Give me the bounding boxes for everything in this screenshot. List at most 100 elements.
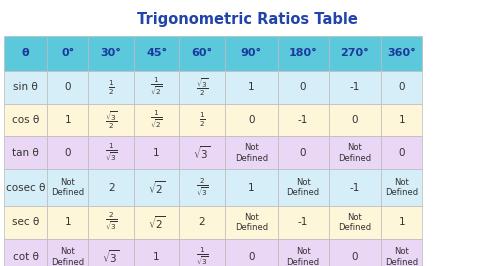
Text: Not
Defined: Not Defined bbox=[338, 213, 371, 232]
Text: 0: 0 bbox=[399, 148, 405, 158]
Bar bbox=[88, 169, 134, 206]
Bar bbox=[4, 36, 47, 71]
Text: Not
Defined: Not Defined bbox=[287, 178, 320, 197]
Text: 270°: 270° bbox=[340, 48, 370, 59]
Text: 1: 1 bbox=[399, 217, 405, 227]
Text: -1: -1 bbox=[298, 115, 308, 125]
Text: 1: 1 bbox=[248, 182, 254, 193]
Text: $\frac{2}{\sqrt{3}}$: $\frac{2}{\sqrt{3}}$ bbox=[105, 211, 118, 233]
Bar bbox=[381, 136, 422, 169]
Bar bbox=[278, 169, 329, 206]
Bar bbox=[4, 239, 47, 266]
Text: Not
Defined: Not Defined bbox=[235, 213, 268, 232]
Text: 1: 1 bbox=[153, 252, 160, 262]
Bar bbox=[278, 104, 329, 136]
Bar bbox=[225, 36, 278, 71]
Bar bbox=[225, 104, 278, 136]
Text: sec θ: sec θ bbox=[12, 217, 40, 227]
Text: $\sqrt{3}$: $\sqrt{3}$ bbox=[102, 249, 120, 265]
Text: $\sqrt{2}$: $\sqrt{2}$ bbox=[148, 179, 165, 196]
Bar bbox=[278, 136, 329, 169]
Text: -1: -1 bbox=[298, 217, 308, 227]
Text: $\frac{2}{\sqrt{3}}$: $\frac{2}{\sqrt{3}}$ bbox=[196, 176, 208, 199]
Text: 0: 0 bbox=[300, 82, 306, 92]
Bar bbox=[88, 104, 134, 136]
Text: Not
Defined: Not Defined bbox=[51, 247, 84, 266]
Bar bbox=[225, 136, 278, 169]
Bar bbox=[47, 104, 88, 136]
Bar bbox=[278, 206, 329, 239]
Bar bbox=[47, 136, 88, 169]
Text: Not
Defined: Not Defined bbox=[287, 247, 320, 266]
Bar bbox=[329, 104, 381, 136]
Bar bbox=[381, 206, 422, 239]
Text: 0: 0 bbox=[352, 252, 358, 262]
Text: cot θ: cot θ bbox=[13, 252, 39, 262]
Text: 0: 0 bbox=[65, 82, 71, 92]
Bar bbox=[381, 239, 422, 266]
Bar bbox=[134, 239, 179, 266]
Bar bbox=[329, 71, 381, 104]
Bar bbox=[329, 239, 381, 266]
Text: 0°: 0° bbox=[61, 48, 75, 59]
Bar bbox=[47, 36, 88, 71]
Text: 0: 0 bbox=[300, 148, 306, 158]
Text: $\frac{1}{\sqrt{2}}$: $\frac{1}{\sqrt{2}}$ bbox=[150, 76, 163, 98]
Bar bbox=[88, 136, 134, 169]
Bar bbox=[179, 136, 225, 169]
Text: $\sqrt{3}$: $\sqrt{3}$ bbox=[193, 144, 211, 161]
Bar bbox=[278, 71, 329, 104]
Text: sin θ: sin θ bbox=[13, 82, 38, 92]
Bar bbox=[329, 136, 381, 169]
Text: cos θ: cos θ bbox=[12, 115, 40, 125]
Text: cosec θ: cosec θ bbox=[6, 182, 45, 193]
Bar bbox=[4, 104, 47, 136]
Text: $\sqrt{2}$: $\sqrt{2}$ bbox=[148, 214, 165, 231]
Bar bbox=[179, 104, 225, 136]
Bar bbox=[88, 71, 134, 104]
Text: 0: 0 bbox=[65, 148, 71, 158]
Bar bbox=[179, 169, 225, 206]
Text: 0: 0 bbox=[399, 82, 405, 92]
Bar bbox=[179, 36, 225, 71]
Text: 180°: 180° bbox=[288, 48, 318, 59]
Bar bbox=[4, 169, 47, 206]
Text: 1: 1 bbox=[65, 115, 71, 125]
Text: $\frac{\sqrt{3}}{2}$: $\frac{\sqrt{3}}{2}$ bbox=[196, 77, 208, 98]
Bar bbox=[225, 206, 278, 239]
Bar bbox=[134, 71, 179, 104]
Bar bbox=[381, 36, 422, 71]
Bar bbox=[329, 169, 381, 206]
Bar bbox=[225, 239, 278, 266]
Text: Not
Defined: Not Defined bbox=[385, 247, 418, 266]
Text: Not
Defined: Not Defined bbox=[51, 178, 84, 197]
Bar bbox=[329, 206, 381, 239]
Text: Not
Defined: Not Defined bbox=[235, 143, 268, 163]
Text: 2: 2 bbox=[199, 217, 206, 227]
Bar bbox=[278, 36, 329, 71]
Bar bbox=[278, 239, 329, 266]
Bar bbox=[329, 36, 381, 71]
Bar bbox=[88, 36, 134, 71]
Text: -1: -1 bbox=[350, 82, 360, 92]
Text: 30°: 30° bbox=[101, 48, 122, 59]
Bar bbox=[134, 104, 179, 136]
Text: Not
Defined: Not Defined bbox=[385, 178, 418, 197]
Bar bbox=[381, 71, 422, 104]
Text: 0: 0 bbox=[248, 115, 254, 125]
Bar bbox=[134, 169, 179, 206]
Text: 60°: 60° bbox=[192, 48, 212, 59]
Bar bbox=[4, 136, 47, 169]
Bar bbox=[134, 206, 179, 239]
Text: θ: θ bbox=[22, 48, 30, 59]
Text: 90°: 90° bbox=[241, 48, 262, 59]
Text: $\frac{1}{\sqrt{2}}$: $\frac{1}{\sqrt{2}}$ bbox=[150, 109, 163, 131]
Bar bbox=[47, 239, 88, 266]
Text: 1: 1 bbox=[399, 115, 405, 125]
Text: 0: 0 bbox=[352, 115, 358, 125]
Bar bbox=[47, 71, 88, 104]
Text: 2: 2 bbox=[108, 182, 115, 193]
Bar bbox=[381, 104, 422, 136]
Bar bbox=[225, 169, 278, 206]
Bar bbox=[134, 136, 179, 169]
